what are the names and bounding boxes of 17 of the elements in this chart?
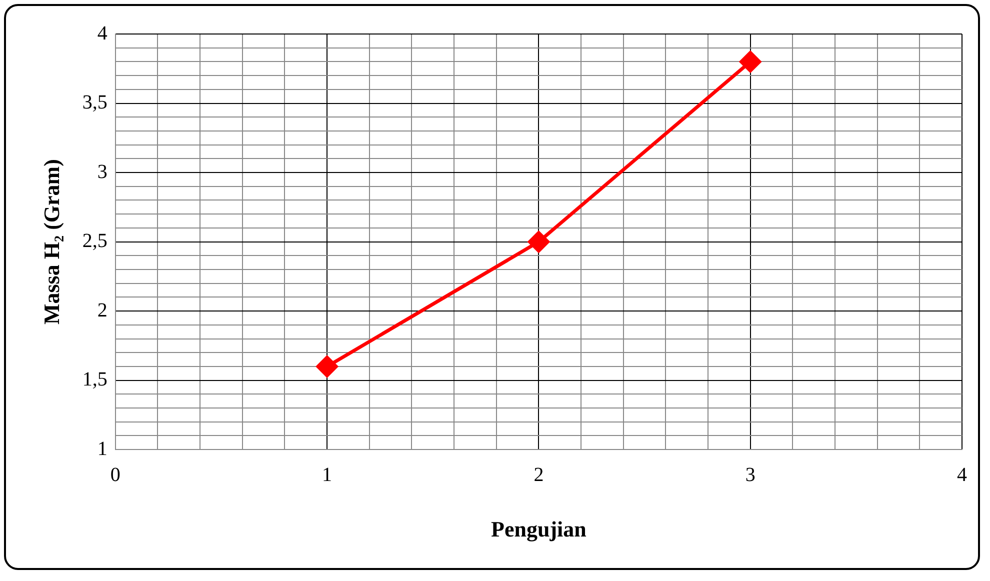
y-tick-label: 3,5 (82, 92, 108, 114)
y-tick-label: 3 (97, 160, 108, 183)
y-tick-label: 4 (97, 22, 108, 44)
x-tick-label: 0 (110, 464, 120, 486)
x-axis-title: Pengujian (491, 516, 586, 542)
point (316, 356, 338, 378)
x-tick-label: 3 (745, 464, 756, 486)
x-tick-label: 4 (957, 464, 967, 486)
y-tick-label: 2 (97, 299, 108, 322)
y-axis-title: Massa H₂ (Gram) (38, 159, 64, 325)
y-tick-label: 1,5 (82, 368, 108, 391)
point (528, 231, 550, 253)
x-tick-label: 2 (534, 464, 544, 486)
x-tick-label: 1 (322, 464, 332, 486)
point (740, 50, 762, 72)
y-tick-label: 1 (97, 438, 108, 460)
y-tick-label: 2,5 (82, 230, 108, 252)
